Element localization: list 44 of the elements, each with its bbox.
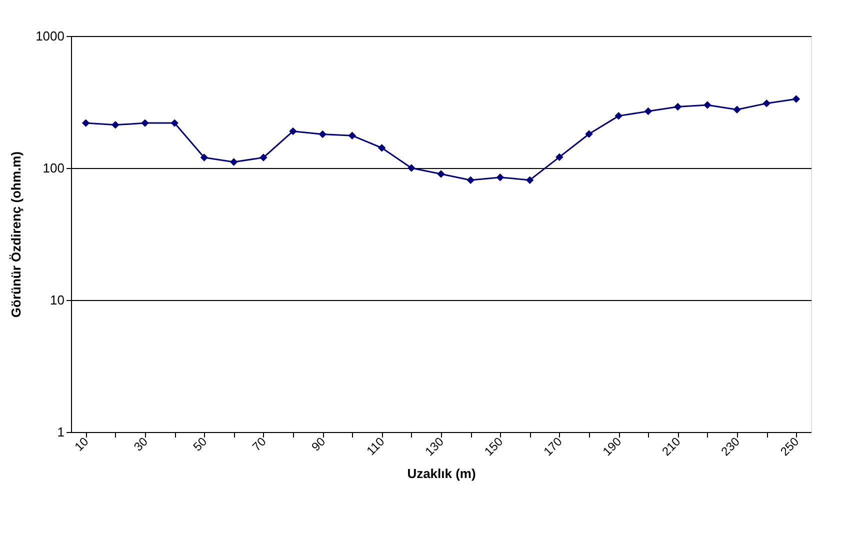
x-tick-label: 130 [422, 434, 447, 459]
x-tick-label: 70 [250, 434, 270, 454]
point [230, 158, 238, 166]
x-tick-label: 90 [308, 434, 328, 454]
point [614, 112, 622, 120]
x-tick-label: 110 [364, 434, 388, 458]
point [141, 119, 149, 127]
y-tick-label: 1 [57, 424, 64, 440]
x-tick-label: 250 [778, 434, 802, 459]
point [378, 144, 386, 152]
x-axis-title: Uzaklık (m) [407, 466, 476, 481]
x-tick-label: 50 [190, 434, 210, 454]
point [496, 173, 504, 182]
point [437, 170, 445, 178]
point [112, 121, 120, 129]
point [170, 119, 178, 127]
x-tick-label: 190 [600, 434, 624, 459]
x-tick-label: 230 [718, 434, 743, 459]
x-tick-label: 170 [540, 434, 566, 459]
y-tick-label: 1000 [36, 28, 64, 44]
point [762, 99, 770, 108]
point [466, 176, 474, 184]
x-tick-label: 10 [72, 434, 92, 454]
point [792, 95, 800, 103]
point [526, 176, 534, 184]
x-tick-label: 210 [659, 434, 684, 459]
y-tick-label: 10 [50, 292, 64, 308]
y-tick-label: 100 [42, 160, 64, 176]
point [408, 164, 416, 172]
y-axis-title: Görünür Özdirenç (ohm.m) [8, 151, 24, 318]
point [585, 130, 593, 138]
x-tick-label: 150 [482, 434, 506, 459]
point [318, 130, 326, 138]
point [200, 154, 208, 162]
point [733, 106, 741, 114]
point [260, 154, 268, 162]
point [556, 153, 564, 161]
point [644, 107, 652, 116]
point [674, 102, 682, 111]
point [704, 101, 712, 109]
point [82, 119, 90, 127]
point [289, 127, 297, 136]
point [348, 132, 356, 140]
x-tick-label: 30 [131, 434, 151, 454]
